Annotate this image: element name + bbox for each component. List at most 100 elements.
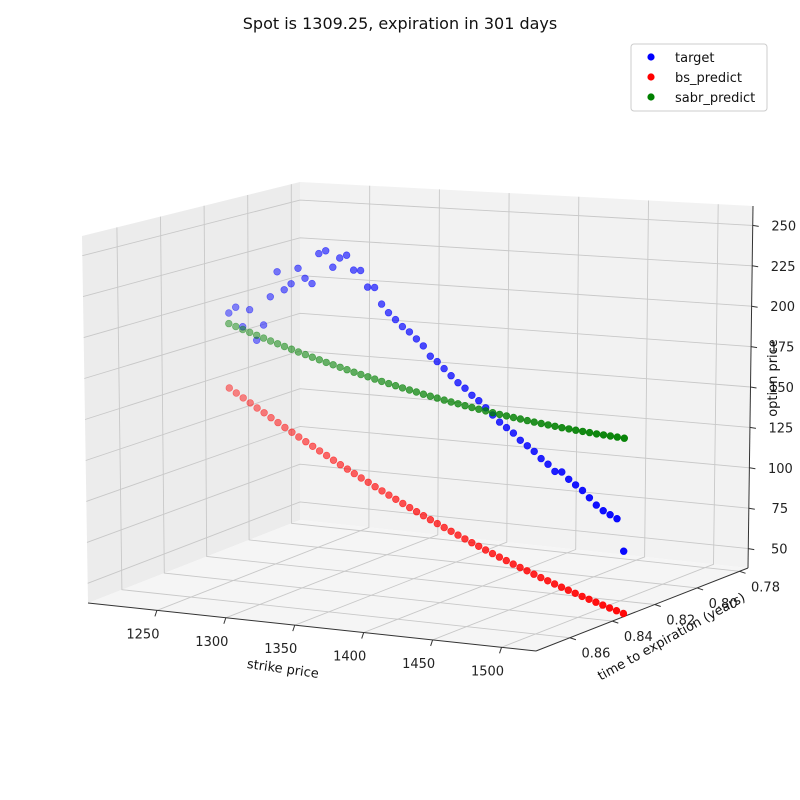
data-point-bs_predict — [385, 491, 393, 499]
data-point-sabr_predict — [294, 348, 303, 356]
data-point-bs_predict — [274, 418, 282, 427]
data-point-bs_predict — [246, 399, 254, 407]
z-tick — [752, 265, 759, 268]
data-point-bs_predict — [578, 592, 586, 601]
data-point-target — [447, 372, 455, 380]
z-tick-label: 250 — [771, 219, 796, 234]
data-point-bs_predict — [239, 394, 247, 402]
data-point-bs_predict — [475, 542, 483, 550]
data-point-target — [606, 511, 614, 519]
data-point-sabr_predict — [489, 409, 497, 417]
series-bs_predict — [225, 384, 628, 618]
data-point-bs_predict — [592, 598, 600, 606]
z-tick — [748, 548, 755, 551]
data-point-target — [461, 384, 469, 392]
z-grid-line — [85, 388, 750, 461]
data-point-bs_predict — [232, 389, 241, 397]
legend-box — [630, 43, 768, 112]
data-point-sabr_predict — [280, 342, 289, 351]
data-point-target — [322, 247, 330, 255]
z-tick-label: 75 — [772, 502, 789, 517]
z-grid-line — [86, 463, 749, 543]
legend-label-sabr_predict: sabr_predict — [675, 91, 755, 106]
data-point-sabr_predict — [419, 390, 428, 398]
data-point-bs_predict — [267, 414, 275, 422]
z-grid-line — [82, 199, 753, 257]
data-point-bs_predict — [585, 595, 593, 603]
data-point-bs_predict — [440, 523, 448, 532]
data-point-sabr_predict — [509, 413, 518, 422]
data-point-sabr_predict — [225, 319, 233, 328]
z-tick-label: 200 — [770, 300, 795, 315]
data-point-bs_predict — [537, 573, 545, 582]
y-grid-line — [247, 194, 698, 589]
data-point-target — [377, 300, 386, 308]
data-point-bs_predict — [343, 465, 352, 473]
data-point-bs_predict — [371, 483, 379, 491]
z-tick — [749, 426, 757, 429]
data-point-sabr_predict — [475, 405, 483, 413]
data-point-target — [475, 397, 483, 405]
y-grid-line — [160, 216, 613, 622]
data-point-sabr_predict — [565, 425, 573, 433]
z-tick — [751, 305, 758, 308]
data-point-target — [544, 460, 552, 468]
data-point-target — [551, 467, 559, 476]
data-point-sabr_predict — [599, 431, 608, 439]
data-point-sabr_predict — [592, 430, 601, 438]
data-point-sabr_predict — [572, 426, 580, 434]
data-point-bs_predict — [253, 404, 261, 412]
data-point-bs_predict — [288, 428, 296, 436]
data-point-bs_predict — [619, 609, 628, 618]
data-point-sabr_predict — [301, 350, 310, 359]
side-pane — [82, 182, 300, 603]
data-point-target — [329, 263, 337, 271]
x-grid-line — [156, 185, 371, 611]
x-grid-line — [225, 189, 440, 619]
data-point-bs_predict — [447, 527, 455, 535]
legend-marker-target — [647, 53, 655, 61]
data-point-target — [363, 283, 372, 291]
data-point-sabr_predict — [322, 358, 330, 367]
data-point-sabr_predict — [398, 384, 407, 392]
data-point-target — [412, 335, 421, 343]
y-tick-label: 0.80 — [709, 597, 738, 612]
legend-marker-bs_predict — [647, 73, 655, 81]
series-sabr_predict — [225, 319, 628, 442]
data-point-bs_predict — [543, 577, 552, 585]
data-point-bs_predict — [336, 461, 345, 469]
data-point-target — [571, 481, 580, 489]
data-point-target — [273, 268, 281, 276]
data-point-bs_predict — [419, 511, 428, 520]
data-point-sabr_predict — [405, 386, 414, 394]
data-point-target — [523, 442, 531, 450]
data-point-target — [433, 357, 441, 366]
data-point-sabr_predict — [329, 361, 337, 369]
data-point-bs_predict — [509, 560, 517, 568]
data-point-sabr_predict — [440, 396, 448, 404]
x-grid-line — [432, 200, 649, 641]
z-tick — [750, 346, 758, 349]
data-point-target — [454, 379, 462, 387]
data-point-sabr_predict — [447, 398, 455, 406]
data-point-target — [308, 279, 316, 288]
data-point-bs_predict — [426, 515, 435, 524]
x-tick — [154, 610, 158, 617]
legend-marker-sabr_predict — [647, 93, 655, 101]
x-grid-line — [294, 193, 510, 626]
data-point-target — [356, 266, 365, 275]
data-point-sabr_predict — [482, 407, 490, 415]
data-point-target — [440, 364, 448, 373]
y-tick-label: 0.84 — [624, 630, 653, 645]
data-point-target — [342, 251, 351, 259]
data-point-target — [384, 309, 393, 317]
data-point-target — [280, 286, 288, 294]
data-point-bs_predict — [329, 456, 338, 464]
z-grid-line — [83, 275, 752, 339]
data-point-target — [495, 418, 504, 426]
data-point-target — [509, 429, 518, 437]
data-point-sabr_predict — [433, 394, 441, 402]
data-point-bs_predict — [433, 519, 441, 528]
data-point-target — [259, 321, 268, 329]
data-point-target — [294, 264, 302, 272]
